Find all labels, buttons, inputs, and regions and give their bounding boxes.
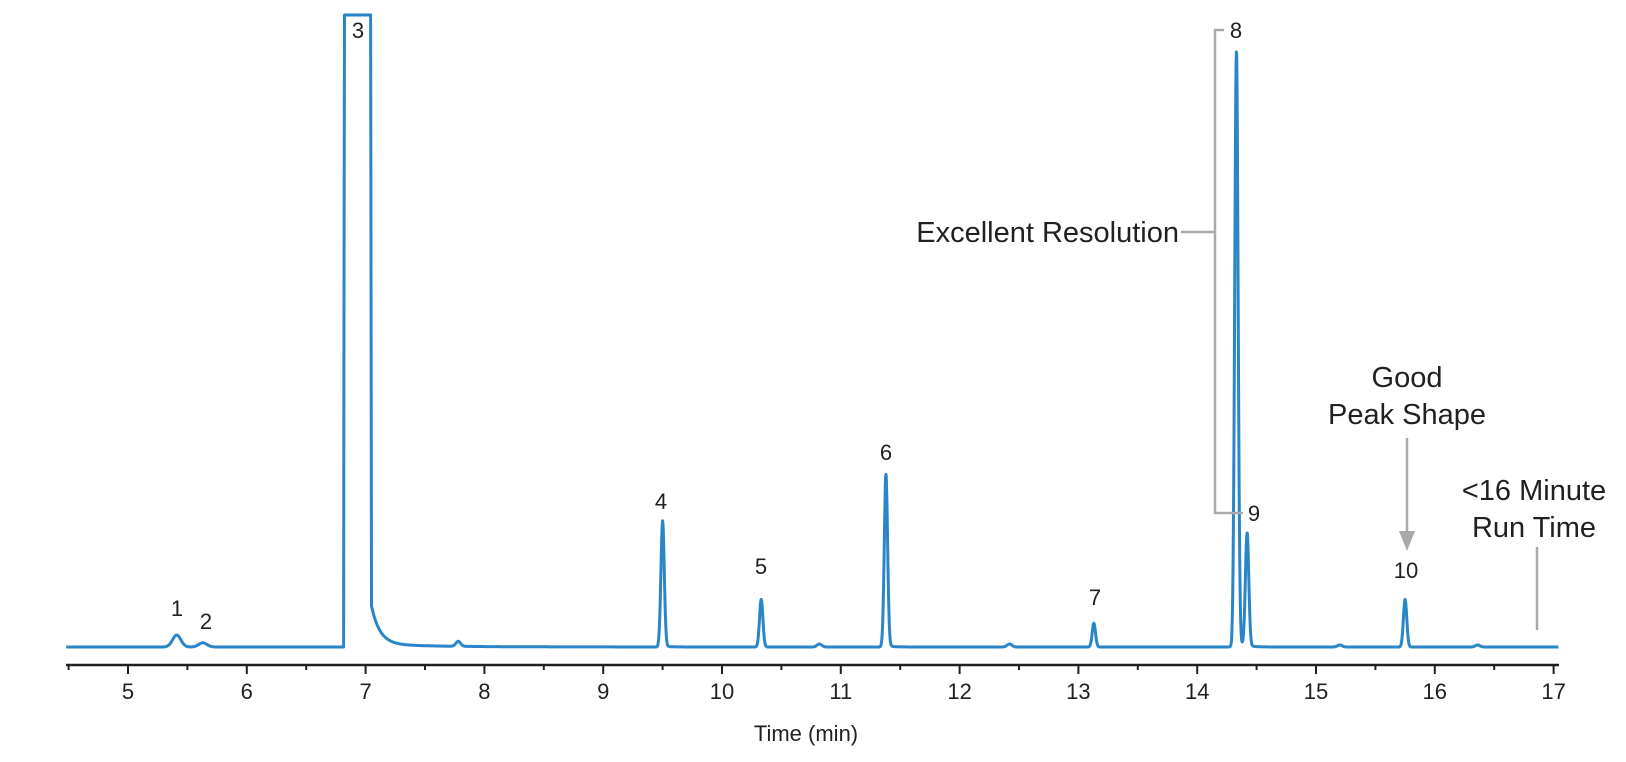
annotation-resolution-text: Excellent Resolution: [916, 217, 1179, 249]
tick-label-15: 15: [1304, 679, 1328, 704]
peak-label-10: 10: [1394, 558, 1418, 583]
resolution-bracket: [1213, 28, 1243, 515]
annotation-run-time-line1: <16 Minute: [1462, 475, 1606, 507]
x-axis-ticks: [67, 665, 1555, 674]
peak-label-9: 9: [1248, 501, 1260, 526]
peak-label-4: 4: [655, 489, 667, 514]
chromatogram-trace: [65, 13, 1560, 649]
tick-label-6: 6: [241, 679, 253, 704]
tick-label-9: 9: [597, 679, 609, 704]
tick-label-12: 12: [947, 679, 971, 704]
peak-label-3: 3: [352, 18, 364, 43]
annotation-run-time-line2: Run Time: [1472, 512, 1596, 544]
tick-label-17: 17: [1541, 679, 1565, 704]
peak-label-5: 5: [755, 554, 767, 579]
annotation-peak-shape-line1: Good: [1372, 362, 1443, 394]
tick-label-8: 8: [478, 679, 490, 704]
tick-label-11: 11: [829, 679, 852, 704]
tick-label-16: 16: [1423, 679, 1447, 704]
tick-label-13: 13: [1066, 679, 1090, 704]
peak-label-7: 7: [1089, 585, 1101, 610]
annotation-run-time: <16 Minute Run Time: [1462, 475, 1606, 630]
x-axis-tick-labels: 5 6 7 8 9 10 11 12 13 14 15 16 17: [122, 679, 1566, 704]
tick-label-14: 14: [1185, 679, 1209, 704]
tick-label-5: 5: [122, 679, 134, 704]
annotation-good-peak-shape: Good Peak Shape: [1328, 362, 1486, 551]
x-axis: 5 6 7 8 9 10 11 12 13 14 15 16 17 Time (min): [66, 663, 1566, 746]
peak-labels: 1 2 3 4 5 6 7 8 9 10: [171, 18, 1418, 634]
annotation-peak-shape-line2: Peak Shape: [1328, 399, 1486, 431]
arrow-down-icon: [1399, 531, 1415, 551]
tick-label-10: 10: [710, 679, 734, 704]
peak-label-6: 6: [880, 440, 892, 465]
x-axis-title: Time (min): [754, 721, 858, 746]
annotation-excellent-resolution: Excellent Resolution: [916, 28, 1243, 515]
peak-label-8: 8: [1230, 18, 1242, 43]
peak-label-2: 2: [200, 609, 212, 634]
peak-label-1: 1: [171, 596, 183, 621]
tick-label-7: 7: [359, 679, 371, 704]
